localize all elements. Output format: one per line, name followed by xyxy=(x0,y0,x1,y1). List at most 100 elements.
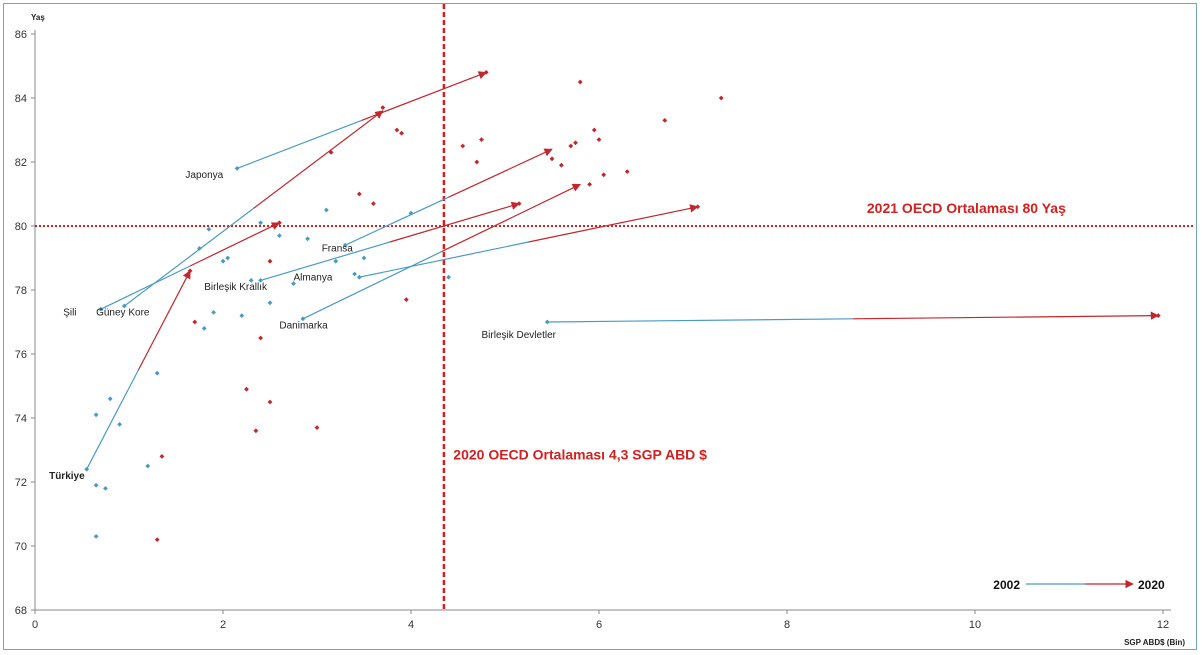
legend-from-label: 2002 xyxy=(993,578,1020,592)
data-point-2020 xyxy=(314,425,320,430)
y-axis-title: Yaş xyxy=(31,13,45,22)
y-tick-label: 68 xyxy=(15,605,27,617)
oecd-age-average-label: 2021 OECD Ortalaması 80 Yaş xyxy=(867,200,1066,216)
y-tick-label: 76 xyxy=(15,349,27,361)
arrow-segment-2020 xyxy=(852,311,1160,320)
data-point-2020 xyxy=(559,162,564,168)
y-tick-label: 70 xyxy=(15,541,27,553)
arrow-segment-2020 xyxy=(389,201,520,243)
reference-lines: 2021 OECD Ortalaması 80 Yaş 2020 OECD Ort… xyxy=(35,4,1195,610)
arrow-segment-2002 xyxy=(547,318,853,323)
x-tick-label: 10 xyxy=(969,619,981,631)
data-point-2020 xyxy=(253,428,259,434)
data-point-2002 xyxy=(446,274,451,280)
arrow-segment-2020 xyxy=(441,183,581,253)
arrow-segment-2002 xyxy=(86,369,139,470)
arrow-segment-2020 xyxy=(528,204,699,243)
data-point-2002 xyxy=(121,303,127,309)
arrow-segment-2020 xyxy=(361,71,487,121)
data-point-2020 xyxy=(154,537,160,542)
data-point-2002 xyxy=(201,326,207,331)
data-point-2020 xyxy=(187,268,193,274)
country-label: Birleşik Devletler xyxy=(482,330,557,341)
country-labels: Türkiye Şili Güney Kore Japonya Birleşik Kra… xyxy=(49,170,557,482)
y-tick-label: 78 xyxy=(15,285,27,297)
data-point-2020 xyxy=(695,204,701,210)
data-point-2002 xyxy=(258,278,263,283)
data-point-2020 xyxy=(577,79,583,85)
data-point-2020 xyxy=(460,143,466,149)
x-tick-label: 8 xyxy=(784,619,790,631)
data-point-2002 xyxy=(361,255,367,261)
data-point-2020 xyxy=(267,258,273,264)
data-point-2002 xyxy=(117,422,122,427)
arrow-segment-2002 xyxy=(100,265,191,310)
data-point-2002 xyxy=(352,271,357,277)
data-point-2002 xyxy=(103,486,108,491)
data-point-2002 xyxy=(107,396,113,402)
data-point-2002 xyxy=(206,226,212,232)
data-point-2020 xyxy=(394,127,400,133)
data-point-2002 xyxy=(300,316,306,322)
data-point-2002 xyxy=(239,313,245,318)
data-point-2020 xyxy=(399,130,404,136)
country-label: Birleşik Krallık xyxy=(204,282,268,293)
data-point-2020 xyxy=(356,191,362,197)
data-point-2020 xyxy=(596,137,602,142)
data-point-2002 xyxy=(225,255,231,261)
data-point-2002 xyxy=(248,278,254,283)
data-points xyxy=(84,70,1161,542)
data-point-2020 xyxy=(601,172,607,178)
data-point-2002 xyxy=(258,220,263,226)
data-point-2020 xyxy=(624,169,630,174)
arrow-segment-2002 xyxy=(344,196,449,246)
country-label: Fransa xyxy=(322,244,354,255)
data-point-2002 xyxy=(342,242,348,248)
data-point-2002 xyxy=(544,319,550,325)
data-point-2020 xyxy=(718,95,724,101)
x-axis-title: SGP ABD$ (Bin) xyxy=(1124,638,1185,647)
data-point-2002 xyxy=(93,412,99,418)
country-label: Türkiye xyxy=(49,471,85,482)
data-point-2002 xyxy=(408,210,414,216)
data-point-2020 xyxy=(328,150,334,155)
y-tick-label: 82 xyxy=(15,157,27,169)
data-point-2020 xyxy=(483,70,489,75)
trajectory-arrows xyxy=(86,71,1160,470)
data-point-2002 xyxy=(84,466,90,472)
oecd-gdp-average-label: 2020 OECD Ortalaması 4,3 SGP ABD $ xyxy=(453,447,707,463)
data-point-2002 xyxy=(267,300,273,306)
country-label: Japonya xyxy=(185,170,223,181)
data-point-2002 xyxy=(234,166,240,171)
y-tick-label: 86 xyxy=(15,29,27,41)
data-point-2002 xyxy=(93,534,99,539)
data-point-2020 xyxy=(371,201,376,206)
data-point-2002 xyxy=(220,258,226,264)
data-point-2020 xyxy=(587,182,592,187)
data-point-2020 xyxy=(277,220,282,226)
data-point-2002 xyxy=(277,233,282,238)
legend: 2002 2020 xyxy=(993,578,1165,592)
country-label: Şili xyxy=(63,308,76,319)
data-point-2020 xyxy=(258,335,263,341)
country-label: Güney Kore xyxy=(96,308,150,319)
country-label: Danimarka xyxy=(279,320,328,331)
x-tick-label: 6 xyxy=(596,619,602,631)
legend-to-label: 2020 xyxy=(1138,578,1165,592)
arrow-segment-2002 xyxy=(260,241,391,281)
data-point-2002 xyxy=(197,246,202,251)
x-tick-label: 0 xyxy=(32,619,38,631)
data-point-2002 xyxy=(305,236,310,242)
data-point-2020 xyxy=(479,137,484,142)
x-tick-label: 4 xyxy=(408,619,414,631)
y-tick-label: 72 xyxy=(15,477,27,489)
data-point-2020 xyxy=(568,143,574,149)
arrow-segment-2020 xyxy=(137,270,191,371)
data-point-2020 xyxy=(159,454,165,459)
y-tick-label: 80 xyxy=(15,221,27,233)
data-point-2020 xyxy=(1155,313,1161,318)
arrow-segment-2002 xyxy=(123,207,254,307)
data-point-2002 xyxy=(154,370,160,376)
arrow-segment-2020 xyxy=(189,222,281,267)
